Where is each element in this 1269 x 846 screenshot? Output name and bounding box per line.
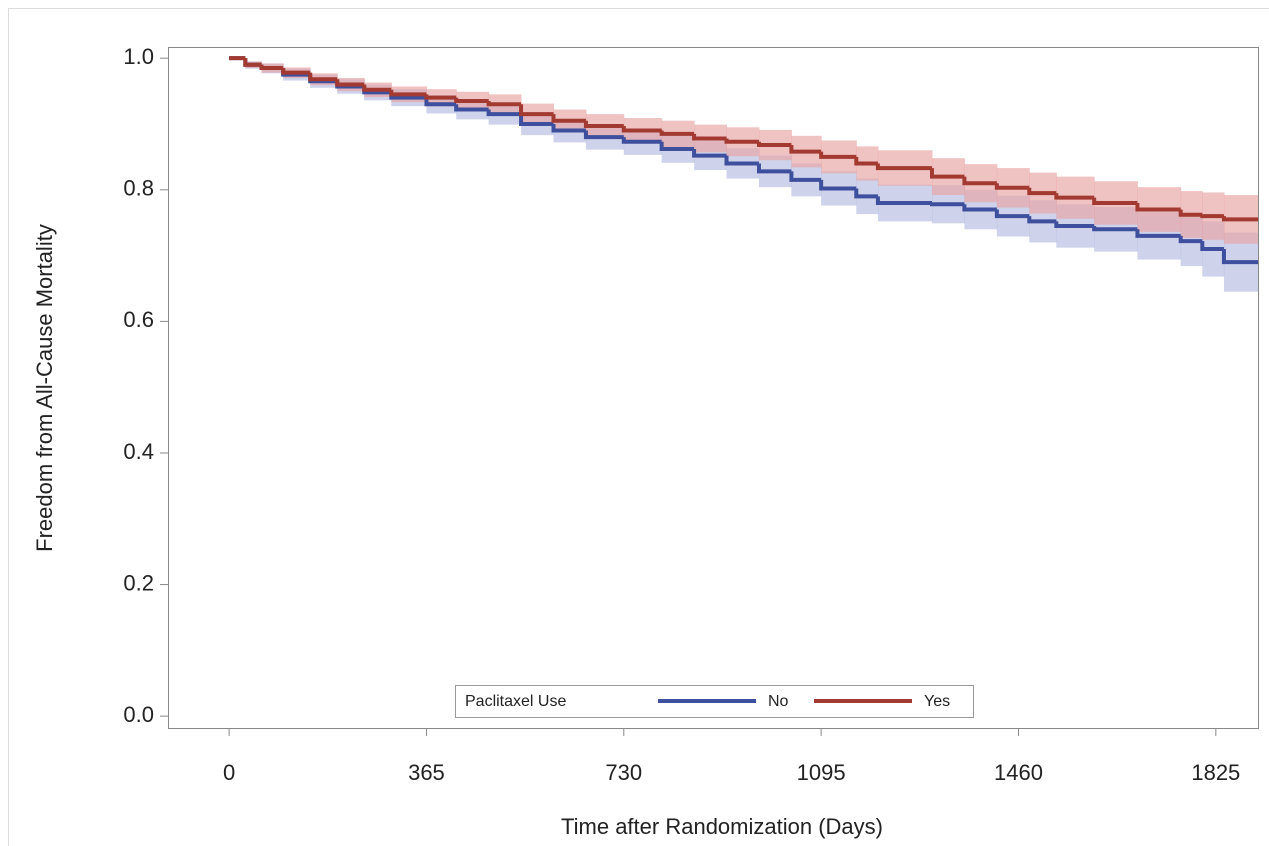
survival-step [1221,248,1258,265]
survival-step [819,151,857,159]
survival-step [583,120,624,128]
survival-step [854,156,878,166]
x-tick-label: 1825 [1191,760,1240,785]
legend-title: Paclitaxel Use [465,693,566,710]
survival-step [929,168,965,179]
survival-step [692,133,727,141]
survival-step [724,155,759,166]
survival-step [1054,221,1095,228]
survival-step [756,141,792,148]
survival-step [1178,209,1203,217]
survival-step [362,84,392,92]
survival-step [819,179,857,191]
survival-step [1054,193,1095,200]
survival-step [389,89,427,97]
x-tick-label: 365 [408,760,445,785]
survival-step [875,163,932,171]
x-tick-label: 0 [223,760,235,785]
survival-step [789,171,822,182]
survival-step [659,141,695,151]
survival-step [1092,225,1138,232]
survival-step [519,104,554,117]
survival-step [1092,197,1138,205]
survival-step [962,176,997,186]
survival-step [454,104,489,112]
survival-step [994,183,1030,190]
survival-step [281,68,311,75]
survival-step [551,114,586,123]
x-axis-label: Time after Randomization (Days) [561,814,883,839]
survival-step [551,123,586,133]
survival-step [692,148,727,158]
legend-label: No [768,693,789,710]
y-tick-label: 1.0 [123,44,154,69]
survival-step [335,79,365,87]
survival-step [486,109,522,117]
y-axis-label: Freedom from All-Cause Mortality [32,224,57,552]
survival-step [929,202,965,207]
legend: Paclitaxel Use No Yes [455,685,974,718]
survival-step [659,130,695,136]
survival-step [724,138,759,144]
survival-step [875,196,932,205]
legend-label: Yes [924,693,950,710]
survival-step [519,114,554,126]
survival-step [962,204,997,212]
survival-step [1178,235,1203,244]
lines [229,56,1258,265]
survival-step [1135,229,1181,238]
y-tick-label: 0.2 [123,570,154,595]
y-tick-label: 0.4 [123,439,154,464]
x-tick-label: 1460 [994,760,1043,785]
survival-step [1221,216,1258,222]
y-tick-label: 0.6 [123,307,154,332]
survival-step [424,94,457,100]
plot-frame [168,47,1259,729]
survival-step [583,130,624,140]
survival-step [1200,241,1224,251]
survival-step [621,125,662,133]
survival-step [1027,187,1057,196]
x-tick-label: 730 [605,760,642,785]
survival-step [994,209,1030,219]
survival-step [756,163,792,174]
y-tick-label: 0.0 [123,702,154,727]
survival-step [243,58,262,67]
survival-step [789,145,822,154]
survival-step [621,137,662,144]
survival-step [1027,216,1057,224]
survival-step [308,72,338,82]
survival-step [259,64,284,71]
survival-step [424,97,457,107]
survival-step [1135,202,1181,212]
frame [8,8,1269,846]
survival-step [1200,214,1224,219]
survival-step [454,97,489,103]
survival-step [854,188,878,199]
survival-step [486,100,522,107]
y-tick-label: 0.8 [123,176,154,201]
x-tick-label: 1095 [797,760,846,785]
